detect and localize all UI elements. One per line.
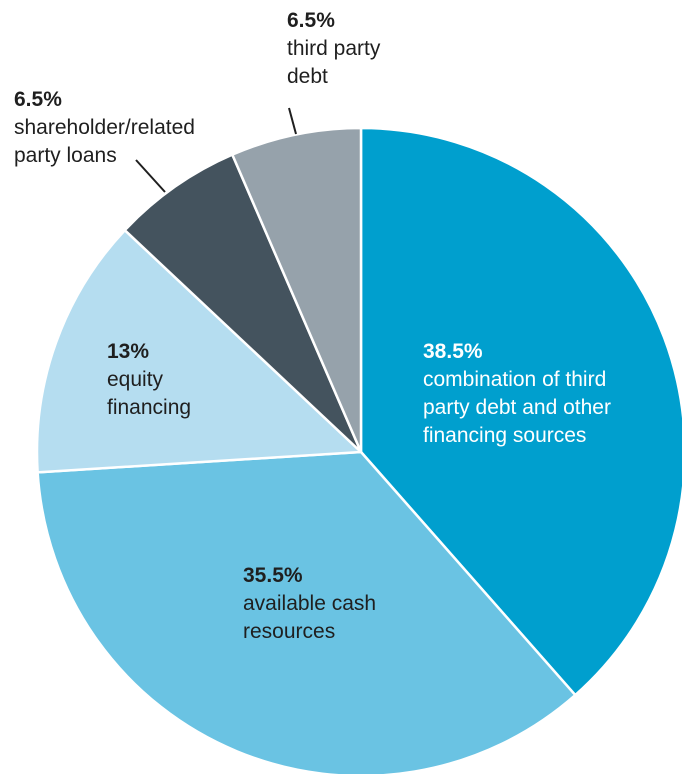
slice-description-line: available cash — [243, 592, 376, 615]
slice-description-line: resources — [243, 620, 335, 643]
pie-slice-third-party-debt — [231, 126, 363, 454]
slice-labels: 38.5% combination of third party debt and … — [14, 9, 611, 643]
slice-description-line: party debt and other — [423, 396, 611, 419]
slice-label-available-cash: 35.5% available cash resources — [243, 564, 376, 643]
slice-percentage: 35.5% — [243, 564, 303, 587]
slice-percentage: 6.5% — [287, 9, 335, 32]
slice-description-line: financing sources — [423, 424, 586, 447]
slice-percentage: 38.5% — [423, 340, 483, 363]
pie-slice-combination — [359, 126, 682, 697]
pie-slice-equity-financing — [35, 228, 363, 474]
slice-label-third-party-debt: 6.5% third party debt — [287, 9, 381, 88]
slice-label-shareholder-loans: 6.5% shareholder/related party loans — [14, 88, 195, 167]
pie-slice-available-cash — [36, 450, 577, 774]
pie-slice-shareholder-loans — [123, 153, 363, 454]
leader-line-third-party-debt — [288, 107, 297, 135]
pie-slices — [35, 126, 682, 774]
slice-description-line: combination of third — [423, 368, 606, 391]
slice-description-line: equity — [107, 368, 164, 391]
leader-line-shareholder-loans — [135, 159, 166, 193]
slice-description-line: party loans — [14, 144, 117, 167]
slice-description-line: third party — [287, 37, 381, 60]
slice-description-line: shareholder/related — [14, 116, 195, 139]
slice-label-combination: 38.5% combination of third party debt and … — [423, 340, 611, 447]
slice-percentage: 13% — [107, 340, 149, 363]
slice-label-equity-financing: 13% equity financing — [107, 340, 191, 419]
slice-description-line: debt — [287, 65, 328, 88]
leader-lines — [135, 107, 297, 193]
slice-percentage: 6.5% — [14, 88, 62, 111]
slice-description-line: financing — [107, 396, 191, 419]
